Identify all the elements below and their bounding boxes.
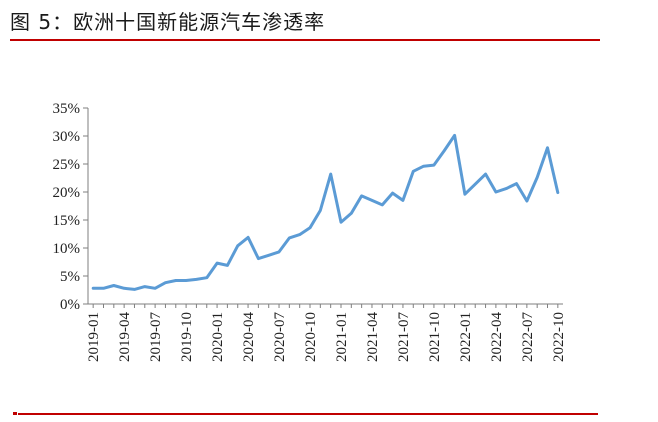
data-point (133, 288, 136, 291)
data-point (556, 191, 560, 194)
data-point (391, 191, 394, 195)
x-tick-label: 2020-04 (241, 312, 257, 362)
data-point (277, 250, 281, 254)
data-point (288, 236, 291, 240)
y-tick-label: 15% (53, 213, 81, 229)
data-point (474, 182, 477, 186)
x-tick-label: 2021-04 (365, 312, 381, 362)
data-point (350, 212, 353, 215)
data-point (535, 176, 539, 179)
x-axis: 2019-01 2019-04 2019-07 2019-10 2020-01 2020-… (86, 303, 567, 362)
data-point (236, 244, 239, 247)
data-point (226, 264, 229, 267)
data-point (443, 149, 446, 152)
data-point (122, 287, 126, 290)
data-point (432, 163, 436, 167)
x-tick-label: 2019-04 (117, 312, 133, 362)
y-tick-label: 35% (53, 101, 81, 117)
y-axis: 0% 5% 10% 15% 20% 25% 30% 35% (53, 101, 89, 313)
data-point (463, 193, 467, 196)
data-point (370, 199, 374, 202)
data-point (102, 287, 105, 290)
data-point (195, 278, 198, 281)
data-point (246, 236, 250, 239)
data-point (453, 134, 456, 137)
data-point (381, 203, 384, 207)
y-tick-label: 5% (60, 269, 80, 285)
x-tick-label: 2022-04 (489, 312, 505, 362)
y-tick-label: 25% (53, 157, 81, 173)
figure-title: 图 5：欧洲十国新能源汽车渗透率 (10, 10, 326, 34)
x-tick-label: 2020-07 (272, 312, 288, 362)
data-point (360, 194, 363, 198)
y-tick-label: 0% (60, 297, 80, 313)
x-tick-label: 2022-01 (458, 312, 474, 362)
data-point (525, 199, 529, 203)
data-point (412, 170, 415, 173)
bottom-rule-stub (13, 412, 17, 415)
data-point (174, 279, 177, 282)
data-point (298, 233, 301, 236)
x-tick-label: 2020-10 (303, 312, 319, 362)
series-line (91, 133, 560, 291)
x-tick-label: 2022-07 (520, 312, 536, 362)
x-tick-label: 2019-01 (86, 312, 102, 362)
data-point (339, 221, 343, 224)
y-tick-label: 20% (53, 185, 81, 201)
data-point (184, 279, 188, 282)
x-tick-label: 2019-10 (179, 312, 195, 362)
x-tick-label: 2022-10 (551, 312, 567, 362)
data-point (164, 281, 167, 284)
data-point (546, 146, 549, 149)
data-point (153, 287, 157, 290)
data-point (319, 209, 322, 212)
x-tick-label: 2021-01 (334, 312, 350, 362)
data-point (494, 190, 498, 194)
data-point (205, 276, 208, 279)
data-point (257, 257, 260, 260)
data-point (91, 287, 95, 290)
y-tick-label: 30% (53, 129, 81, 145)
data-point (422, 165, 425, 168)
data-point (329, 172, 332, 176)
x-tick-label: 2020-01 (210, 312, 226, 362)
title-underline-rule (10, 39, 600, 41)
data-point (112, 284, 116, 287)
data-point (505, 187, 508, 190)
y-tick-label: 10% (53, 241, 81, 257)
series-layer (91, 133, 560, 291)
x-tick-label: 2021-07 (396, 312, 412, 362)
data-point (308, 226, 312, 230)
data-point (484, 172, 487, 176)
data-point (267, 254, 270, 257)
bottom-rule (18, 413, 598, 415)
data-point (215, 261, 219, 265)
data-point (515, 182, 518, 185)
data-point (401, 199, 405, 202)
x-tick-label: 2021-10 (427, 312, 443, 362)
x-tick-label: 2019-07 (148, 312, 164, 362)
data-point (143, 285, 146, 288)
